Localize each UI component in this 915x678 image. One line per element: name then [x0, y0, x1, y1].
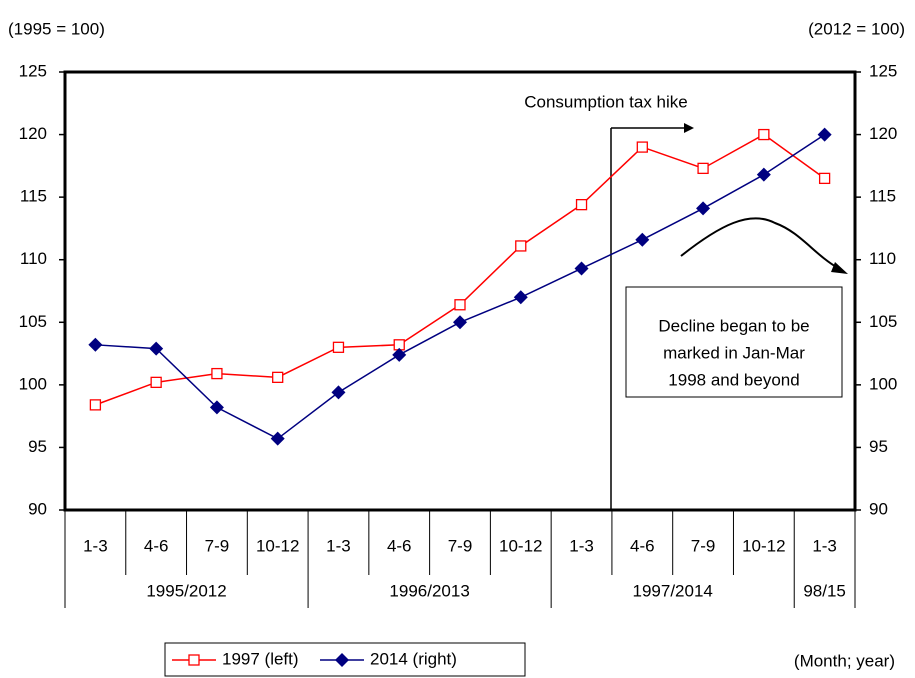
x-group-label: 1996/2013	[389, 581, 469, 600]
x-tick-label: 10-12	[742, 536, 785, 555]
marker	[331, 385, 346, 400]
y-tick-label: 95	[28, 437, 47, 456]
tax-hike-label: Consumption tax hike	[524, 92, 687, 111]
y-tick-label: 115	[20, 187, 47, 206]
y-tick-label: 110	[20, 249, 47, 268]
x-group-label: 1995/2012	[146, 581, 226, 600]
y-tick-label: 100	[19, 374, 47, 393]
x-group-label: 98/15	[803, 581, 846, 600]
marker	[515, 240, 527, 252]
x-tick-label: 7-9	[691, 536, 716, 555]
y2-tick-label: 100	[869, 374, 897, 393]
y2-tick-label: 110	[869, 249, 896, 268]
decline-box	[625, 286, 843, 398]
y-tick-label: 125	[19, 61, 47, 80]
arrow-head	[684, 123, 694, 133]
y2-tick-label: 105	[869, 312, 897, 331]
marker	[211, 367, 223, 380]
x-tick-label: 1-3	[812, 536, 837, 555]
right-axis-label: (2012 = 100)	[808, 19, 905, 38]
marker	[696, 201, 711, 216]
x-tick-label: 10-12	[499, 536, 542, 555]
x-tick-label: 4-6	[630, 536, 655, 555]
marker	[574, 261, 589, 276]
legend-label: 1997 (left)	[222, 649, 299, 668]
x-tick-label: 7-9	[205, 536, 230, 555]
y2-tick-label: 95	[869, 437, 888, 456]
decline-text: Decline began to be	[658, 316, 809, 335]
marker	[697, 162, 709, 175]
decline-arrow	[680, 217, 839, 269]
x-tick-label: 4-6	[387, 536, 412, 555]
marker	[453, 315, 467, 330]
marker	[209, 400, 224, 415]
marker	[513, 290, 528, 305]
marker	[150, 376, 162, 389]
y2-tick-label: 125	[869, 61, 897, 80]
marker	[756, 167, 771, 182]
marker	[335, 653, 349, 667]
x-tick-label: 1-3	[569, 536, 594, 555]
x-group-label: 1997/2014	[633, 581, 713, 600]
left-axis-label: (1995 = 100)	[8, 19, 105, 38]
x-tick-label: 1-3	[83, 536, 108, 555]
x-axis-label: (Month; year)	[794, 651, 895, 670]
y-tick-label: 120	[19, 124, 47, 143]
marker	[454, 299, 466, 311]
marker	[272, 371, 284, 383]
x-tick-label: 10-12	[256, 536, 299, 555]
marker	[270, 431, 285, 446]
y-tick-label: 105	[19, 312, 47, 331]
decline-text: marked in Jan-Mar	[663, 343, 805, 362]
x-tick-label: 7-9	[448, 536, 473, 555]
plot-frame	[63, 70, 857, 512]
y2-tick-label: 90	[869, 499, 888, 518]
x-tick-label: 4-6	[144, 536, 169, 555]
y2-tick-label: 120	[869, 124, 897, 143]
marker	[188, 654, 200, 666]
legend-label: 2014 (right)	[370, 649, 457, 668]
marker	[149, 341, 164, 356]
marker	[758, 128, 770, 141]
y-tick-label: 90	[28, 499, 47, 518]
x-tick-label: 1-3	[326, 536, 351, 555]
marker	[332, 341, 345, 353]
decline-text: 1998 and beyond	[668, 370, 799, 389]
marker	[636, 141, 648, 153]
marker	[817, 127, 832, 142]
marker	[575, 199, 588, 211]
marker	[89, 399, 102, 411]
marker	[88, 337, 103, 352]
marker	[392, 347, 407, 362]
marker	[818, 172, 831, 185]
y2-tick-label: 115	[869, 187, 896, 206]
marker	[635, 232, 650, 247]
arrow-head	[831, 262, 848, 274]
